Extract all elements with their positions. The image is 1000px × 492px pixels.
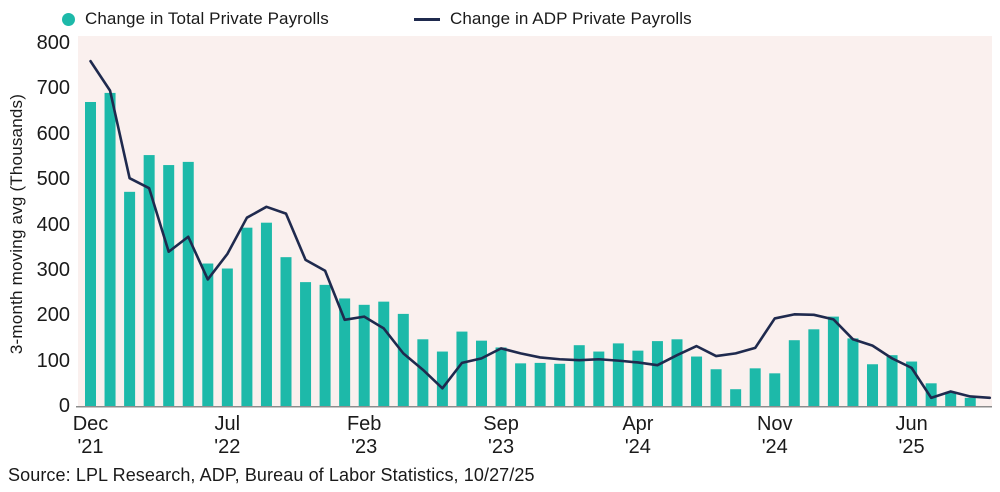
y-tick-0: 0 [58,395,70,417]
bar-apr--24 [632,350,644,406]
source-attribution: Source: LPL Research, ADP, Bureau of Lab… [8,465,535,485]
bar-jul--23 [456,331,468,406]
x-tick-sep-23: Sep '23 [459,413,543,459]
bar-sep--24 [730,389,742,406]
bar-jul--24 [691,356,703,406]
y-tick-800: 800 [36,32,70,54]
bar-jun--25 [906,361,918,406]
x-tick-year: '25 [898,436,925,458]
legend-label-adp: Change in ADP Private Payrolls [450,9,692,28]
x-tick-year: '24 [624,436,651,458]
bar-feb--25 [827,316,839,406]
bar-dec--24 [788,340,800,406]
x-tick-year: '23 [351,436,378,458]
bar-dec--21 [85,101,96,407]
x-tick-nov-24: Nov '24 [733,413,817,459]
bar-nov--22 [300,282,312,406]
y-tick-200: 200 [36,304,70,327]
bar-oct--24 [749,368,761,406]
bar-jan--23 [339,298,351,406]
bar-may--22 [182,161,194,406]
bar-aug--23 [476,340,487,406]
chart-legend: Change in Total Private Payrolls Change … [0,6,1000,32]
bar-apr--25 [867,364,878,406]
x-tick-month: Apr [622,413,654,435]
x-tick-year: '23 [488,436,515,458]
x-tick-year: '22 [214,436,241,458]
x-tick-month: Feb [346,413,382,435]
bar-jul--25 [925,383,937,406]
bar-mar--22 [143,155,155,406]
y-tick-100: 100 [36,349,70,372]
bar-may--23 [417,339,429,406]
bar-oct--23 [515,363,527,406]
bar-feb--23 [358,304,370,406]
y-tick-300: 300 [36,258,70,281]
bar-oct--22 [280,257,292,406]
bar-nov--24 [769,373,781,406]
x-tick-month: Dec [72,413,109,435]
x-tick-dec-21: Dec '21 [49,413,133,459]
bar-may--24 [651,341,663,406]
bar-may--25 [886,355,898,406]
bar-jul--22 [221,268,233,406]
x-tick-feb-23: Feb '23 [322,413,406,459]
legend-item-total-private-payrolls: Change in Total Private Payrolls [62,6,329,32]
bar-sep--23 [495,347,507,406]
legend-line-icon [414,17,440,21]
bar-apr--22 [163,165,175,406]
bar-aug--22 [241,227,253,406]
y-tick-700: 700 [36,77,70,100]
x-tick-year: '24 [761,436,788,458]
x-tick-month: Sep [483,413,519,435]
x-tick-month: Jun [895,413,928,435]
bar-dec--23 [554,363,566,406]
bar-sep--25 [964,397,976,406]
bar-apr--23 [397,313,409,406]
bar-feb--22 [124,191,136,406]
bar-feb--24 [593,351,605,406]
legend-dot-icon [62,12,75,26]
bar-mar--25 [847,338,859,406]
legend-label-total: Change in Total Private Payrolls [85,9,329,28]
adp-line-series [89,59,992,400]
y-tick-500: 500 [36,168,70,191]
bar-mar--23 [378,301,390,406]
x-tick-month: Jul [214,413,241,435]
y-tick-600: 600 [36,122,70,145]
bar-sep--22 [260,222,272,406]
x-tick-month: Nov [756,413,793,435]
bar-jan--25 [808,329,820,406]
bar-jun--22 [202,263,214,406]
bar-aug--24 [710,369,722,406]
legend-item-adp-private-payrolls: Change in ADP Private Payrolls [414,6,692,32]
y-tick-400: 400 [36,213,70,236]
bar-nov--23 [534,362,546,406]
bar-jun--23 [436,351,448,406]
x-tick-year: '21 [77,436,104,458]
bar-jan--24 [573,345,585,406]
bar-jan--22 [104,92,116,406]
x-tick-jun-25: Jun '25 [870,413,954,459]
bar-aug--25 [945,391,957,406]
x-tick-jul-22: Jul '22 [185,413,269,459]
bar-jun--24 [671,339,683,406]
bar-dec--22 [319,284,331,406]
x-tick-apr-24: Apr '24 [596,413,680,459]
bar-mar--24 [612,343,624,406]
